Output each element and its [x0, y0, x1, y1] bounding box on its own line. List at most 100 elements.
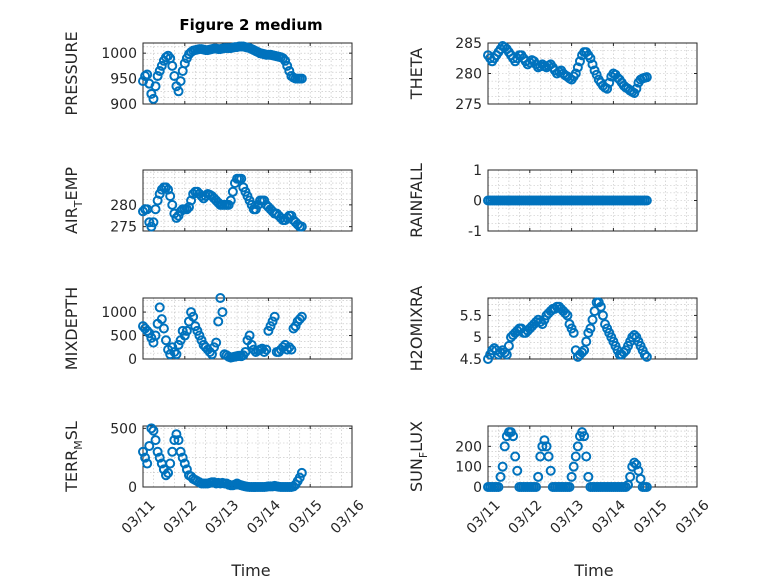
- data-point: [171, 349, 182, 360]
- y-tick-label: 5.5: [460, 308, 482, 324]
- y-axis-label-subscript: M: [72, 440, 85, 450]
- data-point: [142, 69, 153, 80]
- data-point: [150, 204, 161, 215]
- x-tick-label: 03/15: [631, 497, 671, 537]
- y-axis-label-main: SUN: [407, 458, 426, 492]
- data-point: [282, 344, 293, 355]
- y-tick-label: 500: [110, 421, 137, 437]
- data-point: [175, 446, 186, 457]
- data-point: [510, 451, 521, 462]
- data-point: [629, 457, 640, 468]
- data-point: [572, 441, 583, 452]
- data-series: [138, 41, 307, 104]
- subplot-4: -1 0 1 RAINFALL: [407, 163, 698, 240]
- data-point: [499, 441, 510, 452]
- data-point: [217, 307, 228, 318]
- data-point: [179, 458, 190, 469]
- x-tick-label: 03/11: [119, 497, 159, 537]
- subplot-1: 900 950 1000 PRESSURE: [62, 31, 353, 116]
- data-point: [160, 182, 171, 193]
- y-tick-label: 100: [455, 460, 482, 476]
- data-point: [154, 452, 165, 463]
- y-tick-label: 200: [455, 439, 482, 455]
- data-point: [192, 325, 203, 336]
- data-point: [280, 55, 291, 66]
- data-point: [163, 467, 174, 478]
- data-point: [181, 464, 192, 475]
- y-tick-label: 1: [473, 163, 482, 179]
- y-tick-label: 5: [473, 330, 482, 346]
- data-series: [483, 195, 652, 206]
- data-point: [587, 314, 598, 325]
- data-point: [213, 316, 224, 327]
- y-axis-label: THETA: [407, 48, 426, 100]
- data-point: [641, 72, 652, 83]
- data-point: [568, 461, 579, 472]
- data-point: [169, 435, 180, 446]
- data-point: [602, 83, 613, 94]
- data-point: [290, 321, 301, 332]
- y-tick-label: 275: [455, 97, 482, 113]
- y-tick-label: 280: [110, 198, 137, 214]
- data-point: [639, 349, 650, 360]
- data-point: [173, 435, 184, 446]
- data-point: [160, 470, 171, 481]
- data-point: [541, 441, 552, 452]
- data-point: [564, 482, 575, 492]
- data-point: [512, 465, 523, 476]
- data-point: [154, 302, 165, 313]
- x-tick-label: 03/16: [673, 497, 713, 537]
- y-axis-label: H2OMIXRA: [407, 286, 426, 372]
- data-point: [156, 60, 167, 71]
- data-series: [483, 427, 652, 492]
- x-tick-label: 03/12: [161, 497, 201, 537]
- data-point: [595, 301, 606, 312]
- data-point: [585, 53, 596, 64]
- y-tick-label: 4.5: [460, 352, 482, 368]
- y-axis-label: MIXDEPTH: [62, 287, 81, 370]
- y-axis-label-rest: EMP: [62, 167, 81, 201]
- data-series: [138, 423, 307, 492]
- data-point: [625, 471, 636, 482]
- data-point: [631, 83, 642, 94]
- data-point: [583, 471, 594, 482]
- data-point: [261, 344, 272, 355]
- data-point: [142, 325, 153, 336]
- data-point: [167, 446, 178, 457]
- subplot-8: 03/11 03/12 03/13 03/14 03/15 03/16 0 100 200 SUN…: [407, 421, 713, 537]
- data-point: [173, 339, 184, 350]
- data-point: [282, 60, 293, 71]
- y-tick-label: 285: [455, 36, 482, 52]
- subplot-6: 4.5 5 5.5 H2OMIXRA: [407, 286, 698, 372]
- data-point: [169, 346, 180, 357]
- data-series: [138, 293, 307, 363]
- y-tick-label: 280: [455, 67, 482, 83]
- data-point: [604, 77, 615, 88]
- data-point: [560, 308, 571, 319]
- data-point: [265, 321, 276, 332]
- data-point: [631, 459, 642, 470]
- y-tick-label: 275: [110, 220, 137, 236]
- x-tick-label: 03/13: [202, 497, 242, 537]
- axes-frame: [487, 297, 698, 360]
- data-point: [169, 71, 180, 82]
- data-point: [620, 482, 631, 492]
- data-point: [225, 195, 236, 206]
- y-tick-label: 950: [110, 72, 137, 88]
- data-point: [570, 68, 581, 79]
- data-point: [568, 327, 579, 338]
- data-point: [246, 339, 257, 350]
- subplot-7: 03/11 03/12 03/13 03/14 03/15 03/16 0 500 TERRMS…: [62, 421, 368, 537]
- y-tick-label: -1: [468, 224, 482, 240]
- data-point: [579, 431, 590, 442]
- data-point: [236, 173, 247, 184]
- data-point: [597, 310, 608, 321]
- data-point: [497, 461, 508, 472]
- subplot-3: 275 280 AIRTEMP: [62, 167, 353, 236]
- data-point: [524, 57, 535, 68]
- data-point: [150, 81, 161, 92]
- data-point: [165, 458, 176, 469]
- y-tick-label: 0: [473, 480, 482, 496]
- x-axis-label-left: Time: [230, 561, 270, 580]
- data-point: [296, 73, 307, 84]
